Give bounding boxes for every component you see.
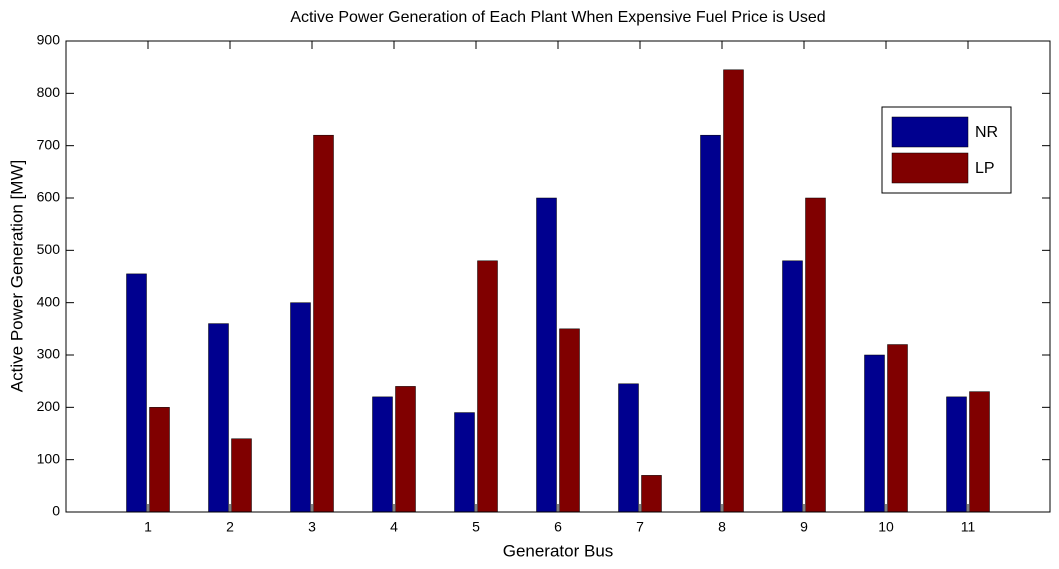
y-axis-label: Active Power Generation [MW]: [7, 160, 26, 392]
plot-frame: [65, 40, 1051, 513]
x-tick-label: 2: [226, 519, 234, 535]
bar: [864, 354, 885, 513]
bar: [887, 344, 908, 513]
bar: [372, 396, 393, 513]
y-tick-label: 500: [37, 241, 61, 257]
x-tick-label: 10: [878, 519, 894, 535]
bar: [969, 391, 990, 513]
y-tick-label: 900: [37, 32, 61, 48]
bar: [700, 134, 721, 513]
bar: [126, 273, 147, 513]
legend-label: NR: [975, 124, 998, 141]
bar: [618, 383, 639, 513]
x-tick-label: 11: [961, 519, 976, 535]
bar: [290, 302, 311, 513]
x-tick-label: 7: [636, 519, 644, 535]
y-tick-label: 100: [37, 450, 61, 466]
bar: [208, 323, 229, 513]
legend-swatch: [891, 152, 969, 184]
bar: [231, 438, 252, 513]
bar: [641, 475, 662, 513]
bar: [559, 328, 580, 513]
bar: [723, 69, 744, 513]
x-tick-label: 5: [472, 519, 480, 535]
y-tick-label: 300: [37, 346, 61, 362]
bar: [454, 412, 475, 513]
y-tick-label: 700: [37, 136, 61, 152]
x-tick-label: 1: [144, 519, 152, 535]
bar: [477, 260, 498, 513]
chart-title: Active Power Generation of Each Plant Wh…: [290, 9, 825, 26]
bar: [946, 396, 967, 513]
bar: [395, 386, 416, 513]
bar: [536, 197, 557, 513]
x-tick-label: 3: [308, 519, 316, 535]
y-tick-label: 200: [37, 398, 61, 414]
y-tick-label: 0: [52, 503, 60, 519]
y-tick-label: 800: [37, 84, 61, 100]
legend-swatch: [891, 116, 969, 148]
bar: [149, 407, 170, 513]
y-tick-label: 400: [37, 293, 61, 309]
x-tick-label: 9: [800, 519, 808, 535]
bar: [313, 134, 334, 513]
bar: [805, 197, 826, 513]
bar: [782, 260, 803, 513]
y-tick-label: 600: [37, 189, 61, 205]
legend-label: LP: [975, 160, 995, 177]
x-tick-label: 4: [390, 519, 398, 535]
x-axis-label: Generator Bus: [503, 541, 614, 560]
x-tick-label: 6: [554, 519, 562, 535]
legend: NR LP: [881, 106, 1012, 194]
x-tick-label: 8: [718, 519, 726, 535]
